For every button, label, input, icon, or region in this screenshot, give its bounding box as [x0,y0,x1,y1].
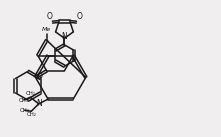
Text: CH₂: CH₂ [26,112,36,117]
Text: Me: Me [42,27,51,32]
Text: O: O [46,12,52,21]
Text: N: N [61,32,67,41]
Text: N: N [36,99,42,108]
Text: CH₂: CH₂ [25,91,35,96]
Text: O: O [37,72,42,82]
Text: CH₃: CH₃ [19,98,29,103]
Text: CH₃: CH₃ [20,108,30,113]
Text: O: O [77,12,83,21]
